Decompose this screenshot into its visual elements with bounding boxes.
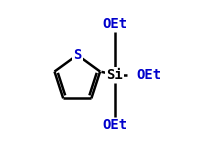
Text: OEt: OEt (102, 118, 127, 133)
Text: OEt: OEt (102, 17, 127, 31)
Text: S: S (73, 48, 81, 62)
Text: Si: Si (106, 68, 123, 82)
Text: OEt: OEt (137, 68, 162, 82)
